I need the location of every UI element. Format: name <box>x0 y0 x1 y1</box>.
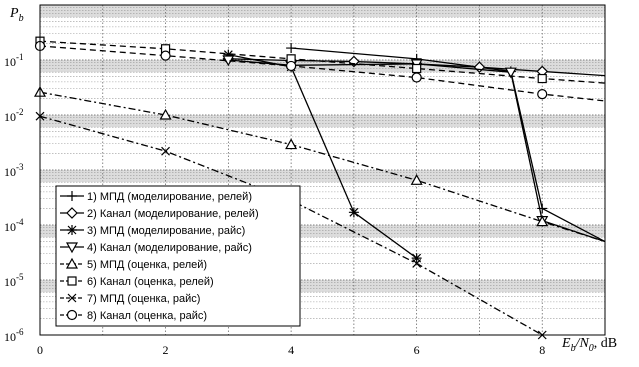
axes-layer: 0 2 4 6 8 10-6 10-5 10-4 10-3 10-2 10-1 <box>4 4 606 357</box>
series-5-point <box>536 215 549 227</box>
legend-label: 2) Канал (моделирование, релей) <box>87 208 259 220</box>
plot-frame <box>39 4 606 336</box>
legend-item-8: 8) Канал (оценка, райс) <box>60 309 207 322</box>
y-tick-label: 10-6 <box>4 327 24 344</box>
series-6-line <box>39 40 606 84</box>
legend-marker <box>67 293 77 303</box>
x-axis-label: Eb/N0, dB <box>561 336 617 354</box>
legend-item-6: 6) Канал (оценка, релей) <box>60 276 214 288</box>
legend-label: 7) МПД (оценка, райс) <box>87 293 200 305</box>
y-axis-label: Pb <box>9 6 24 24</box>
legend-marker <box>65 242 79 254</box>
legend-marker <box>66 309 78 321</box>
series-1-point <box>537 203 548 214</box>
legend-item-2: 2) Канал (моделирование, релей) <box>60 207 259 220</box>
legend-label: 5) МПД (оценка, релей) <box>87 259 207 271</box>
legend-marker <box>67 191 77 201</box>
legend-item-7: 7) МПД (оценка, райс) <box>60 293 200 305</box>
x-tick-label: 0 <box>37 343 43 357</box>
legend-item-3: 3) МПД (моделирование, райс) <box>60 225 245 237</box>
x-axis-label-unit: , dB <box>594 336 617 351</box>
series-4-point <box>504 67 517 79</box>
x-axis-label-slash: /N <box>575 336 590 351</box>
legend: 1) МПД (моделирование, релей) 2) Канал (м… <box>55 185 301 327</box>
series-3-line <box>228 54 418 259</box>
x-tick-label: 4 <box>288 343 294 357</box>
x-axis-label-main: E <box>561 336 571 351</box>
series-3-point <box>411 253 422 264</box>
series-5-point <box>159 108 172 120</box>
grid-band <box>40 5 605 18</box>
legend-label: 4) Канал (моделирование, райс) <box>87 242 252 254</box>
y-tick-label: 10-2 <box>4 107 24 124</box>
legend-marker <box>67 225 77 235</box>
series-5-point <box>410 174 423 185</box>
legend-item-5: 5) МПД (оценка, релей) <box>60 257 207 271</box>
legend-label: 8) Канал (оценка, райс) <box>87 310 207 322</box>
legend-item-4: 4) Канал (моделирование, райс) <box>60 242 252 254</box>
x-axis-label-sub1: b <box>571 343 576 354</box>
series-5-line <box>39 91 606 243</box>
legend-label: 1) МПД (моделирование, релей) <box>87 191 252 203</box>
series-6-point <box>412 63 422 74</box>
series-7-point <box>161 146 170 156</box>
y-tick-label: 10-1 <box>4 52 24 69</box>
series-3-point <box>348 207 359 218</box>
legend-marker <box>67 276 77 286</box>
y-tick-label: 10-3 <box>4 162 24 179</box>
x-tick-label: 8 <box>539 343 545 357</box>
legend-box <box>55 185 301 327</box>
y-tick-label: 10-4 <box>4 217 24 234</box>
legend-marker <box>65 257 79 269</box>
legend-label: 3) МПД (моделирование, райс) <box>87 225 245 237</box>
series-7-point <box>412 259 422 268</box>
series-8-point <box>411 72 422 83</box>
grid-band <box>40 115 605 128</box>
series-8-point <box>286 60 297 72</box>
series-5-point <box>285 138 298 150</box>
series-1-point <box>286 43 297 54</box>
legend-item-1: 1) МПД (моделирование, релей) <box>60 191 252 203</box>
series-6-point <box>537 73 547 84</box>
x-axis-label-sub2: 0 <box>589 343 594 354</box>
y-axis-label-sub: b <box>19 13 24 24</box>
x-tick-label: 6 <box>414 343 420 357</box>
series-8-point <box>537 88 548 100</box>
y-axis-label-main: P <box>9 6 19 21</box>
series-8-point <box>160 50 171 61</box>
legend-label: 6) Канал (оценка, релей) <box>87 276 214 288</box>
grid-band <box>40 60 605 73</box>
x-tick-label: 2 <box>163 343 169 357</box>
y-tick-label: 10-5 <box>4 272 24 289</box>
series-3-point <box>223 49 234 60</box>
grid-band <box>40 170 605 183</box>
legend-marker <box>66 207 78 219</box>
series-8-line <box>39 45 606 102</box>
